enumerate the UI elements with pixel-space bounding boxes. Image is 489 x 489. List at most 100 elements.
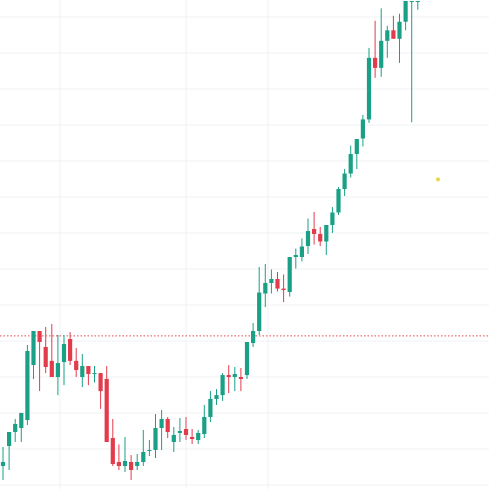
- candle: [171, 426, 176, 452]
- candle-body: [293, 255, 298, 258]
- candle: [25, 344, 30, 425]
- candle: [360, 114, 365, 147]
- candle-body: [397, 21, 402, 39]
- candle: [177, 417, 182, 443]
- candle-body: [122, 460, 128, 467]
- candle: [373, 20, 378, 78]
- candle-body: [299, 246, 304, 258]
- candle: [409, 0, 414, 123]
- candle-body: [25, 351, 30, 421]
- candle-body: [129, 462, 134, 470]
- candle-body: [37, 331, 42, 343]
- candle: [196, 429, 201, 445]
- candle: [330, 206, 335, 234]
- candle-body: [379, 40, 384, 68]
- candle: [141, 429, 146, 467]
- candle-body: [19, 412, 24, 428]
- candle: [159, 409, 164, 450]
- candle-body: [275, 278, 280, 289]
- candle: [92, 366, 97, 383]
- candle: [129, 455, 134, 481]
- candle: [7, 431, 12, 470]
- candle-body: [415, 0, 420, 2]
- candle-body: [360, 119, 365, 139]
- candle: [257, 266, 262, 335]
- candle-body: [31, 331, 36, 366]
- candle: [49, 324, 54, 378]
- candle-body: [104, 378, 109, 443]
- candle: [0, 446, 6, 481]
- candle-body: [342, 173, 347, 189]
- candle: [324, 224, 329, 256]
- candle: [318, 226, 323, 247]
- candle-body: [196, 432, 201, 441]
- candle: [31, 331, 36, 380]
- candle: [263, 263, 268, 308]
- candle: [147, 440, 152, 456]
- candle-body: [147, 449, 152, 451]
- candle-body: [287, 257, 292, 293]
- candles: [0, 0, 420, 481]
- candle-body: [80, 366, 85, 378]
- candle-body: [232, 374, 237, 378]
- candle: [104, 366, 109, 443]
- candle: [80, 353, 85, 388]
- candle: [135, 453, 140, 470]
- candle-body: [251, 331, 256, 344]
- candle-body: [220, 375, 225, 396]
- candle-body: [324, 224, 329, 242]
- candle-body: [98, 373, 103, 392]
- candle-body: [92, 373, 97, 375]
- candle-body: [385, 30, 390, 41]
- candle-body: [238, 377, 243, 379]
- candle-body: [135, 462, 140, 467]
- candle-body: [330, 212, 335, 225]
- candle-body: [269, 278, 274, 283]
- candle: [293, 248, 298, 269]
- marker-dot: [436, 177, 440, 182]
- candle: [312, 211, 317, 245]
- candle: [287, 257, 292, 297]
- candle: [251, 322, 256, 347]
- candle: [74, 348, 79, 378]
- candle: [415, 0, 420, 10]
- candle-body: [354, 138, 359, 154]
- candle-body: [61, 344, 67, 363]
- candle-body: [68, 339, 73, 361]
- candle-body: [13, 423, 18, 432]
- candle: [226, 365, 231, 394]
- candle: [202, 404, 207, 438]
- candle-body: [348, 153, 353, 174]
- candle-body: [7, 431, 12, 447]
- candle-body: [141, 451, 146, 463]
- candle: [403, 0, 408, 31]
- candle-body: [391, 30, 396, 39]
- candle-body: [305, 231, 311, 247]
- candle-body: [318, 233, 323, 242]
- candle: [61, 334, 67, 386]
- candle-body: [177, 431, 182, 433]
- candle-body: [49, 360, 54, 378]
- candle: [385, 25, 390, 58]
- candle: [208, 391, 213, 423]
- candle-body: [373, 57, 378, 68]
- candle-body: [110, 437, 115, 465]
- candle-body: [336, 188, 341, 213]
- candle: [214, 389, 219, 405]
- candle: [183, 416, 189, 441]
- candle: [190, 428, 195, 445]
- candle-body: [403, 0, 408, 22]
- candle: [220, 373, 225, 401]
- candle-body: [165, 418, 170, 432]
- candle: [342, 168, 347, 196]
- candle: [269, 269, 274, 294]
- candle: [19, 412, 24, 443]
- candle: [13, 418, 18, 443]
- candle-body: [183, 428, 189, 435]
- candle-body: [116, 462, 121, 467]
- candle: [305, 218, 311, 255]
- candle-body: [263, 282, 268, 294]
- candle-body: [312, 228, 317, 234]
- candle-body: [159, 418, 164, 428]
